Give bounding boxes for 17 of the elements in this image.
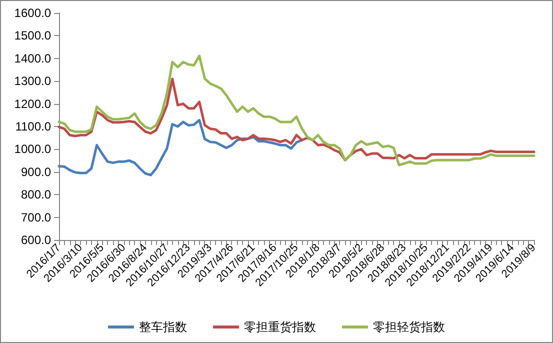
line-series — [58, 78, 536, 162]
y-tick-label: 1400.0 — [14, 51, 52, 66]
y-tick-label: 600.0 — [20, 233, 52, 247]
legend-label: 整车指数 — [139, 320, 187, 334]
y-tick-label: 1100.0 — [15, 120, 52, 134]
y-tick-label: 900.0 — [20, 164, 52, 179]
line-series — [58, 118, 304, 176]
line-series — [58, 54, 536, 166]
legend-label: 零担重货指数 — [244, 320, 316, 334]
y-tick-label: 1200.0 — [14, 96, 52, 111]
y-tick-label: 1000.0 — [14, 142, 52, 156]
y-tick-label: 1500.0 — [14, 28, 52, 43]
y-tick-label: 800.0 — [20, 188, 52, 202]
y-tick-label: 1300.0 — [14, 74, 52, 88]
legend-label: 零担轻货指数 — [373, 320, 445, 334]
y-tick-label: 1600.0 — [14, 6, 52, 20]
y-tick-label: 700.0 — [20, 210, 52, 224]
